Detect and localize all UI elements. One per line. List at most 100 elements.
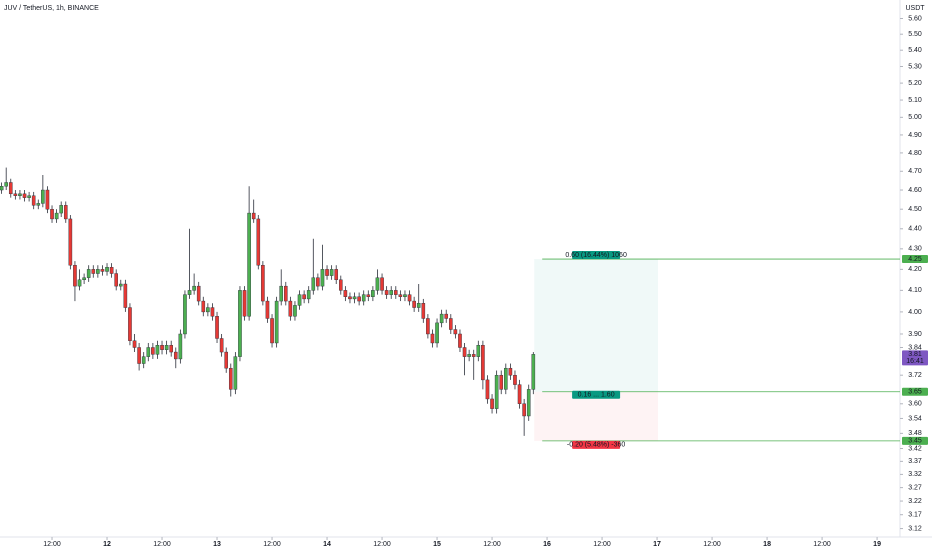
candle-body xyxy=(164,345,169,350)
price-marker xyxy=(902,387,928,396)
candle-body xyxy=(416,303,421,308)
candle-body xyxy=(288,300,293,317)
candle-body xyxy=(444,313,449,319)
candle-body xyxy=(247,212,251,317)
candle-body xyxy=(233,356,238,390)
candle-body xyxy=(398,294,403,297)
y-tick-label: 4.60 xyxy=(908,187,922,194)
candle-body xyxy=(123,283,128,308)
candle-body xyxy=(453,329,458,335)
candle-body xyxy=(265,300,270,319)
x-tick-label: 12:00 xyxy=(483,541,501,548)
x-tick-label: 17 xyxy=(653,541,661,548)
y-tick-label: 4.90 xyxy=(908,132,922,139)
candle-body xyxy=(297,294,302,306)
candle-body xyxy=(63,205,68,220)
stop-info-box xyxy=(572,440,621,449)
candle-body xyxy=(4,182,8,187)
candle-body xyxy=(485,379,490,400)
y-tick-label: 5.10 xyxy=(908,97,922,104)
x-tick-label: 16 xyxy=(543,541,551,548)
x-tick-label: 12:00 xyxy=(263,541,281,548)
candle-body xyxy=(261,265,265,302)
price-marker xyxy=(902,255,928,264)
candle-body xyxy=(384,290,389,295)
target-info-box xyxy=(572,251,621,260)
candle-body xyxy=(105,267,109,272)
candle-body xyxy=(82,277,86,281)
candle-body xyxy=(403,294,407,297)
y-tick-label: 4.30 xyxy=(908,246,922,253)
candle-body xyxy=(494,374,499,409)
x-tick-label: 12:00 xyxy=(43,541,61,548)
candle-body xyxy=(421,303,426,319)
candle-body xyxy=(522,403,526,417)
candle-body xyxy=(361,294,366,302)
candle-body xyxy=(407,294,412,302)
candle-body xyxy=(242,290,247,317)
candle-body xyxy=(128,307,132,341)
candle-body xyxy=(462,347,467,357)
y-tick-label: 3.60 xyxy=(908,401,922,408)
y-tick-label: 3.27 xyxy=(908,484,922,491)
candle-body xyxy=(306,290,311,300)
x-tick-label: 12:00 xyxy=(703,541,721,548)
candle-body xyxy=(228,367,233,390)
candle-body xyxy=(36,203,41,206)
x-tick-label: 19 xyxy=(873,541,881,548)
candle-body xyxy=(329,269,334,276)
candle-body xyxy=(293,305,297,317)
candle-body xyxy=(348,296,352,300)
x-tick-label: 12:00 xyxy=(593,541,611,548)
candle-body xyxy=(31,195,36,206)
y-tick-label: 4.00 xyxy=(908,309,922,316)
candle-body xyxy=(132,340,137,348)
y-tick-label: 4.50 xyxy=(908,206,922,213)
candle-body xyxy=(178,333,183,360)
candle-body xyxy=(22,193,27,198)
x-tick-label: 12:00 xyxy=(813,541,831,548)
candle-body xyxy=(256,218,261,266)
candle-body xyxy=(13,193,18,196)
candle-body xyxy=(192,285,196,291)
candle-body xyxy=(270,318,274,344)
loss-zone xyxy=(534,391,658,441)
candle-body xyxy=(77,279,82,287)
candle-body xyxy=(283,285,288,302)
candle-body xyxy=(274,300,279,344)
candle-body xyxy=(380,277,384,291)
y-tick-label: 3.48 xyxy=(908,430,922,437)
chart-title: JUV / TetherUS, 1h, BINANCE xyxy=(4,5,99,12)
y-tick-label: 5.20 xyxy=(908,80,922,87)
candle-body xyxy=(0,186,4,191)
candle-body xyxy=(50,208,54,220)
price-marker xyxy=(902,436,928,445)
candle-body xyxy=(8,182,13,195)
countdown: 16:41 xyxy=(906,358,924,365)
candle-body xyxy=(146,347,151,357)
price-marker-label: 3.81 xyxy=(908,351,922,358)
candle-body xyxy=(137,347,141,364)
candle-body xyxy=(206,307,210,313)
candle-body xyxy=(224,351,229,369)
candle-body xyxy=(109,267,114,274)
candle-body xyxy=(54,212,59,220)
x-tick-label: 12 xyxy=(103,541,111,548)
x-tick-label: 18 xyxy=(763,541,771,548)
candle-body xyxy=(210,307,215,317)
candle-body xyxy=(86,269,91,278)
candle-body xyxy=(183,294,187,335)
y-tick-label: 5.00 xyxy=(908,114,922,121)
y-tick-label: 3.22 xyxy=(908,498,922,505)
y-tick-label: 3.32 xyxy=(908,471,922,478)
candle-body xyxy=(118,283,123,287)
candle-body xyxy=(352,296,357,300)
candle-body xyxy=(251,212,256,220)
y-tick-label: 3.54 xyxy=(908,415,922,422)
price-marker-label: 3.45 xyxy=(908,438,922,445)
candle-body xyxy=(151,347,155,355)
candle-body xyxy=(526,389,531,417)
y-tick-label: 4.70 xyxy=(908,168,922,175)
